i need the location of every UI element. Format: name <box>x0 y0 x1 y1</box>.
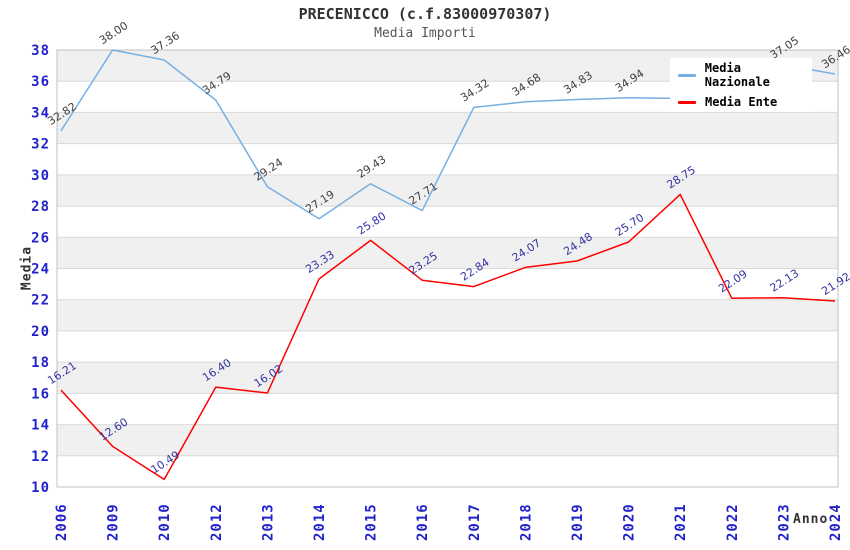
y-tick-label: 26 <box>31 230 50 246</box>
x-tick-label: 2021 <box>673 503 689 541</box>
legend-item-media-nazionale: Media Nazionale <box>678 61 812 89</box>
grid-band <box>57 424 838 456</box>
y-tick-label: 12 <box>31 449 50 465</box>
y-tick-label: 20 <box>31 324 50 340</box>
y-tick-label: 22 <box>31 293 50 309</box>
x-tick-label: 2023 <box>776 503 792 541</box>
grid-band <box>57 112 838 144</box>
x-tick-label: 2013 <box>260 503 276 541</box>
plot-border <box>56 49 839 488</box>
x-tick-label: 2022 <box>725 503 741 541</box>
y-tick-label: 38 <box>31 43 50 59</box>
line-media-ente <box>60 193 836 481</box>
grid-band <box>57 174 838 207</box>
chart-subtitle: Media Importi <box>374 26 476 41</box>
chart-title: PRECENICCO (c.f.83000970307) <box>298 5 552 23</box>
x-tick-label: 2009 <box>106 503 122 541</box>
x-axis-title: Anno <box>793 512 829 527</box>
y-axis-title: Media <box>19 245 35 291</box>
x-tick-label: 2012 <box>209 503 225 541</box>
y-tick-label: 30 <box>31 168 50 184</box>
x-tick-label: 2010 <box>157 503 173 541</box>
y-tick-label: 28 <box>31 199 50 215</box>
data-label: 21.92 <box>819 270 850 298</box>
legend-label-nazionale: Media Nazionale <box>704 61 770 89</box>
y-tick-label: 32 <box>31 137 50 153</box>
x-tick-label: 2019 <box>570 503 586 541</box>
y-tick-label: 16 <box>31 386 50 402</box>
x-tick-label: 2016 <box>415 503 431 541</box>
x-tick-label: 2020 <box>622 503 638 541</box>
grid-band <box>57 237 838 269</box>
x-tick-label: 2017 <box>467 503 483 541</box>
data-label: 22.09 <box>716 267 749 295</box>
y-tick-label: 18 <box>31 355 50 371</box>
x-tick-label: 2006 <box>54 503 70 541</box>
y-tick-label: 34 <box>31 105 50 121</box>
legend-label-ente: Media Ente <box>705 95 778 109</box>
y-tick-label: 10 <box>31 480 50 496</box>
grid-band <box>57 362 838 394</box>
data-label: 38.00 <box>97 19 130 47</box>
legend-item-media-ente: Media Ente <box>678 95 812 109</box>
x-tick-label: 2024 <box>828 503 844 541</box>
x-tick-label: 2015 <box>364 503 380 541</box>
data-label: 25.70 <box>613 211 646 239</box>
x-tick-label: 2018 <box>518 503 534 541</box>
legend-swatch-ente-icon <box>678 100 696 104</box>
grid-band <box>57 299 838 331</box>
y-tick-label: 36 <box>31 74 50 90</box>
data-label: 22.13 <box>768 267 801 295</box>
legend-swatch-nazionale-icon <box>678 73 696 77</box>
y-tick-label: 14 <box>31 418 50 434</box>
data-label: 25.80 <box>355 209 388 237</box>
y-tick-label: 24 <box>31 262 50 278</box>
x-tick-label: 2014 <box>312 503 328 541</box>
legend: Media Nazionale Media Ente <box>670 58 812 112</box>
